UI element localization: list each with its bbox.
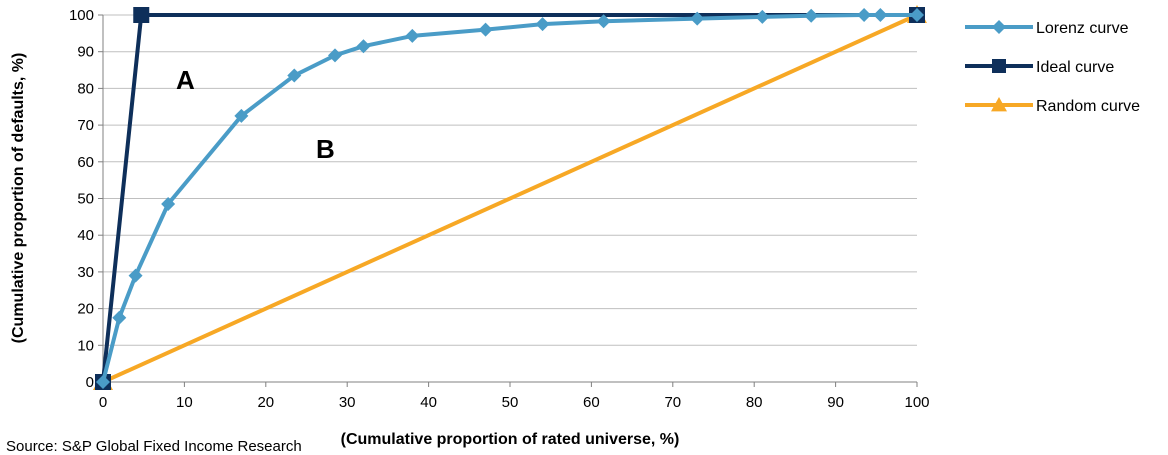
y-tick-labels: 0 10 20 30 40 50 60 70 80 90 100 [69, 7, 94, 391]
legend: Lorenz curve Ideal curve Random curve [965, 20, 1140, 115]
y-tick-label: 60 [77, 154, 94, 171]
x-tick-label: 10 [176, 394, 193, 411]
legend-label: Ideal curve [1036, 59, 1114, 76]
source-note: Source: S&P Global Fixed Income Research [6, 438, 302, 455]
lorenz-curve-point [161, 197, 176, 212]
lorenz-curve-point [287, 68, 302, 83]
legend-item-ideal-curve: Ideal curve [965, 59, 1114, 76]
x-tick-label: 90 [827, 394, 844, 411]
gridlines [103, 14, 917, 346]
y-tick-label: 100 [69, 7, 94, 24]
lorenz-curve-point [755, 9, 770, 24]
x-tick-labels: 0 10 20 30 40 50 60 70 80 90 100 [99, 394, 930, 411]
annotation-A: A [176, 65, 195, 95]
annotations: A B [176, 65, 335, 164]
ideal-curve-series [95, 7, 925, 390]
x-tick-label: 30 [339, 394, 356, 411]
y-axis-title: (Cumulative proportion of defaults, %) [10, 53, 27, 344]
lorenz-curve-point [128, 268, 143, 283]
lorenz-curve-series [96, 8, 924, 389]
x-tick-label: 100 [904, 394, 929, 411]
legend-label: Random curve [1036, 98, 1140, 115]
x-tick-label: 70 [664, 394, 681, 411]
lorenz-curve-point [535, 17, 550, 32]
lorenz-curve-point [596, 14, 611, 29]
legend-marker [992, 20, 1006, 34]
x-tick-label: 60 [583, 394, 600, 411]
y-tick-label: 10 [77, 337, 94, 354]
legend-item-lorenz-curve: Lorenz curve [965, 20, 1129, 37]
legend-marker [991, 97, 1007, 112]
legend-marker [992, 59, 1006, 73]
x-tick-label: 40 [420, 394, 437, 411]
y-tick-label: 0 [86, 374, 94, 391]
x-axis-title: (Cumulative proportion of rated universe… [341, 431, 680, 448]
x-tick-label: 50 [502, 394, 519, 411]
lorenz-curve-point [478, 22, 493, 37]
random-curve-line [102, 13, 918, 384]
lorenz-curve-point [857, 8, 872, 22]
y-tick-label: 40 [77, 227, 94, 244]
y-tick-label: 20 [77, 301, 94, 318]
x-tick-label: 20 [257, 394, 274, 411]
lorenz-curve-point [873, 8, 888, 22]
lorenz-curve-line [101, 13, 917, 383]
lorenz-curve-point [690, 11, 705, 26]
lorenz-curve-point [234, 108, 249, 123]
lorenz-curve-point [405, 28, 420, 43]
random-curve-series [93, 5, 927, 390]
x-tick-label: 80 [746, 394, 763, 411]
lorenz-curve-point [96, 375, 110, 389]
y-tick-label: 90 [77, 44, 94, 61]
annotation-B: B [316, 134, 335, 164]
y-tick-label: 50 [77, 191, 94, 208]
y-tick-label: 80 [77, 80, 94, 97]
legend-item-random-curve: Random curve [965, 97, 1140, 115]
lorenz-curve-point [112, 310, 127, 325]
x-tick-label: 0 [99, 394, 107, 411]
lorenz-curve-point [804, 8, 819, 23]
lorenz-curve-point [356, 39, 371, 54]
lorenz-curve-point [327, 48, 342, 63]
series-group [93, 5, 927, 390]
lorenz-curve-point [910, 8, 924, 22]
y-tick-label: 30 [77, 264, 94, 281]
legend-label: Lorenz curve [1036, 20, 1129, 37]
y-tick-label: 70 [77, 117, 94, 134]
ideal-curve-point [133, 7, 150, 23]
